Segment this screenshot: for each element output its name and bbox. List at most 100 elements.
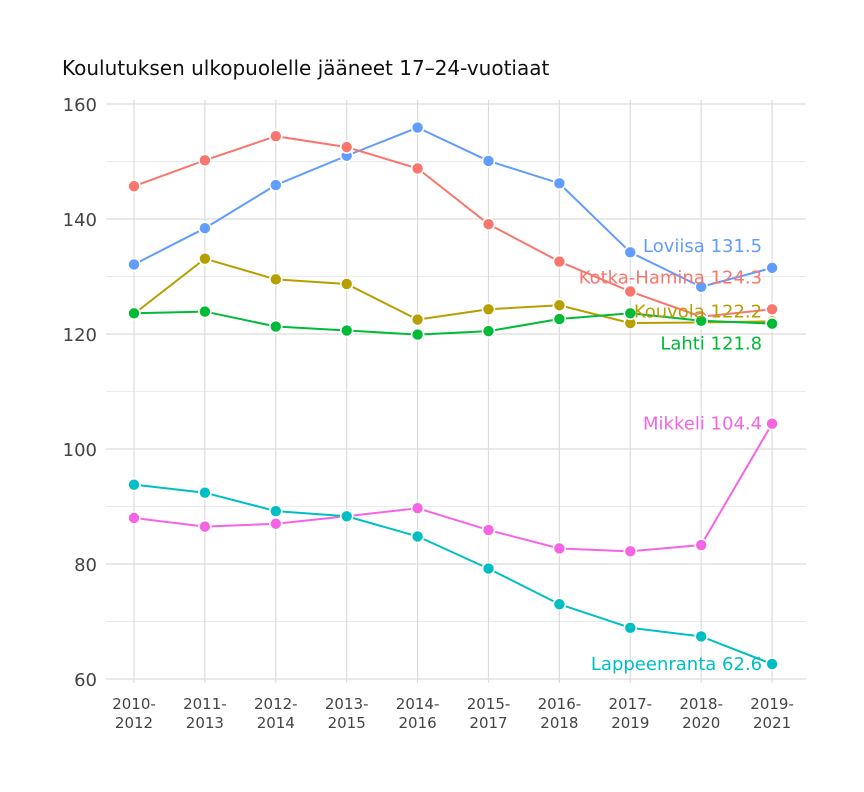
y-tick-label: 120 <box>63 325 97 346</box>
data-point-kotka-hamina <box>127 179 141 194</box>
data-point-loviisa <box>694 280 709 294</box>
series-loviisa <box>127 120 779 294</box>
x-tick-label-line: 2010- <box>112 695 156 713</box>
data-point-mikkeli <box>127 511 141 525</box>
x-tick-label: 2013-2015 <box>325 695 369 732</box>
y-tick-label: 100 <box>63 440 97 461</box>
data-point-mikkeli <box>552 541 567 556</box>
x-tick-label-line: 2016 <box>399 714 437 732</box>
series-kotka-hamina <box>127 129 779 324</box>
series-line-kouvola <box>133 257 773 325</box>
data-point-lappeenranta <box>268 504 283 518</box>
data-point-kotka-hamina <box>552 254 567 269</box>
data-point-kotka-hamina <box>765 302 779 317</box>
data-point-lappeenranta <box>410 529 425 544</box>
data-point-lappeenranta <box>552 597 567 612</box>
x-tick-label: 2018-2020 <box>679 695 723 732</box>
data-point-kouvola <box>481 302 496 317</box>
series-group <box>127 120 779 671</box>
end-labels: Loviisa 131.5 Kotka-Hamina 124.3 Kouvola 1… <box>579 236 762 675</box>
data-point-lahti <box>410 327 425 342</box>
x-tick-label-line: 2014 <box>257 714 295 732</box>
data-point-lappeenranta <box>623 621 638 635</box>
data-point-kotka-hamina <box>481 217 496 231</box>
x-tick-label-line: 2011- <box>183 695 227 713</box>
data-point-kouvola <box>339 277 354 291</box>
data-point-lappeenranta <box>765 657 779 671</box>
x-tick-label-line: 2017- <box>609 695 653 713</box>
chart-title: Koulutuksen ulkopuolelle jääneet 17–24-v… <box>62 56 550 80</box>
x-tick-label-line: 2017 <box>469 714 507 732</box>
data-point-lahti <box>268 319 283 334</box>
x-tick-label-line: 2018 <box>540 714 578 732</box>
x-axis: 2010-2012 2011-2013 2012-2014 2013-2015 2014… <box>112 695 794 732</box>
series-line-loviisa <box>133 126 773 288</box>
x-tick-label: 2016-2018 <box>538 695 582 732</box>
data-point-loviisa <box>481 154 496 168</box>
x-tick-label-line: 2019 <box>611 714 649 732</box>
data-point-loviisa <box>268 178 283 192</box>
x-tick-label-line: 2014- <box>396 695 440 713</box>
series-lappeenranta <box>127 477 779 671</box>
data-point-lahti <box>552 312 567 326</box>
series-lahti <box>127 304 779 342</box>
end-label-lahti: Lahti 121.8 <box>660 334 762 355</box>
series-line-mikkeli <box>133 423 773 553</box>
series-line-kotka-hamina <box>133 135 773 318</box>
end-label-kouvola: Kouvola 122.2 <box>634 301 762 322</box>
data-point-mikkeli <box>623 544 638 559</box>
x-tick-label-line: 2018- <box>679 695 723 713</box>
data-point-kouvola <box>410 312 425 327</box>
x-tick-label-line: 2019- <box>750 695 794 713</box>
data-point-lahti <box>765 316 779 331</box>
x-tick-label-line: 2013 <box>186 714 224 732</box>
x-tick-label-line: 2021 <box>753 714 791 732</box>
data-point-lahti <box>339 323 354 338</box>
data-point-mikkeli <box>410 501 425 516</box>
x-tick-label-line: 2015- <box>467 695 511 713</box>
data-point-kotka-hamina <box>198 153 212 168</box>
data-point-loviisa <box>198 221 212 235</box>
data-point-kotka-hamina <box>410 161 425 176</box>
x-tick-label-line: 2020 <box>682 714 720 732</box>
data-point-loviisa <box>127 257 141 272</box>
data-point-loviisa <box>552 176 567 191</box>
data-point-mikkeli <box>694 538 709 552</box>
y-tick-label: 60 <box>74 670 97 691</box>
data-point-kouvola <box>268 272 283 287</box>
x-tick-label-line: 2012 <box>115 714 153 732</box>
x-tick-label-line: 2012- <box>254 695 298 713</box>
x-tick-label: 2015-2017 <box>467 695 511 732</box>
x-tick-label: 2011-2013 <box>183 695 227 732</box>
data-point-loviisa <box>410 120 425 135</box>
data-point-kouvola <box>198 251 212 266</box>
data-point-lahti <box>481 324 496 338</box>
data-point-loviisa <box>765 261 779 275</box>
x-tick-label-line: 2016- <box>538 695 582 713</box>
data-point-mikkeli <box>198 519 212 534</box>
data-point-lahti <box>198 304 212 319</box>
data-point-lappeenranta <box>198 485 212 500</box>
data-point-lappeenranta <box>694 629 709 644</box>
data-point-lahti <box>623 306 638 321</box>
y-tick-label: 160 <box>63 95 97 116</box>
x-tick-label-line: 2015 <box>328 714 366 732</box>
data-point-kotka-hamina <box>268 129 283 143</box>
x-tick-label: 2017-2019 <box>609 695 653 732</box>
data-point-kotka-hamina <box>623 284 638 299</box>
end-label-lappeenranta: Lappeenranta 62.6 <box>591 654 762 675</box>
data-point-mikkeli <box>765 416 779 431</box>
gridlines <box>106 100 806 683</box>
data-point-lappeenranta <box>481 561 496 576</box>
end-label-kotka-hamina: Kotka-Hamina 124.3 <box>579 267 762 288</box>
x-tick-label-line: 2013- <box>325 695 369 713</box>
data-point-lappeenranta <box>127 477 141 492</box>
x-tick-label: 2010-2012 <box>112 695 156 732</box>
data-point-lappeenranta <box>339 509 354 524</box>
x-tick-label: 2014-2016 <box>396 695 440 732</box>
data-point-lahti <box>127 306 141 321</box>
y-tick-label: 140 <box>63 210 97 231</box>
x-tick-label: 2012-2014 <box>254 695 298 732</box>
